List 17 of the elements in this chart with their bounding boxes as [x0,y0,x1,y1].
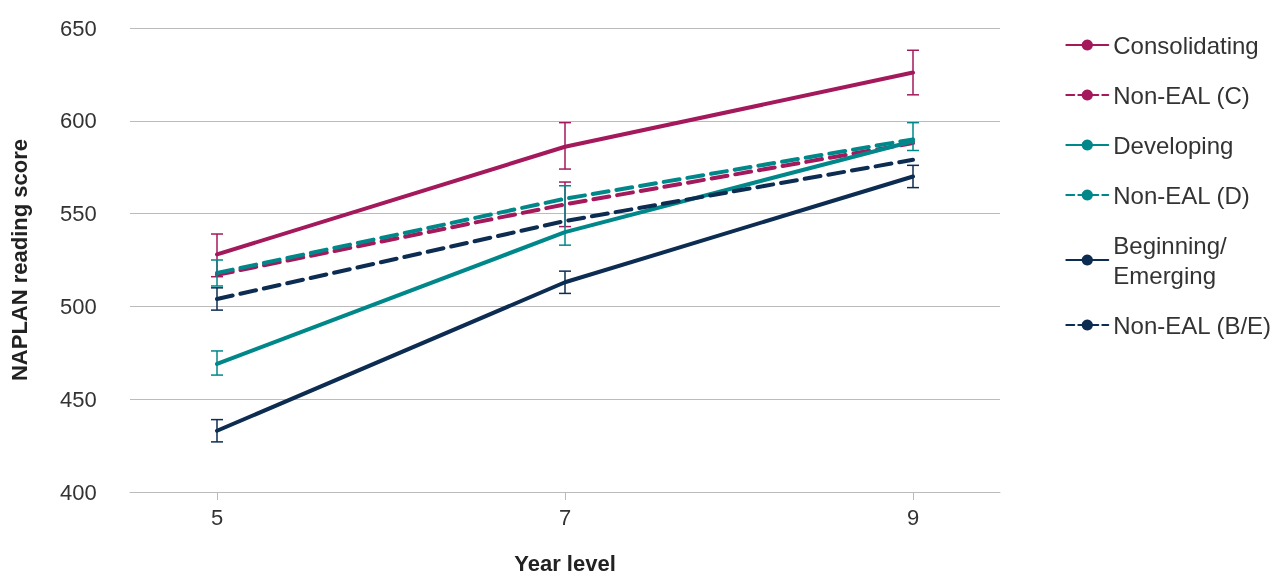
y-axis-title: NAPLAN reading score [6,138,32,382]
y-tick-label: 450 [60,386,97,412]
x-axis-title: Year level [514,550,616,576]
y-tick-label: 400 [60,479,97,505]
legend-label: Consolidating [1113,31,1259,59]
y-tick-label: 550 [60,201,97,227]
legend-label: Beginning/ Emerging [1113,231,1228,289]
x-tick-label: 5 [210,504,224,530]
y-tick-label: 600 [60,108,97,134]
legend-label: Non-EAL (D) [1113,181,1250,209]
legend-label: Non-EAL (C) [1113,81,1250,109]
y-tick-label: 650 [60,15,97,41]
legend-label: Non-EAL (B/E) [1113,311,1272,339]
x-tick-label: 9 [906,504,920,530]
x-tick-label: 7 [558,504,572,530]
y-tick-label: 500 [60,293,97,319]
legend-label: Developing [1113,131,1234,159]
